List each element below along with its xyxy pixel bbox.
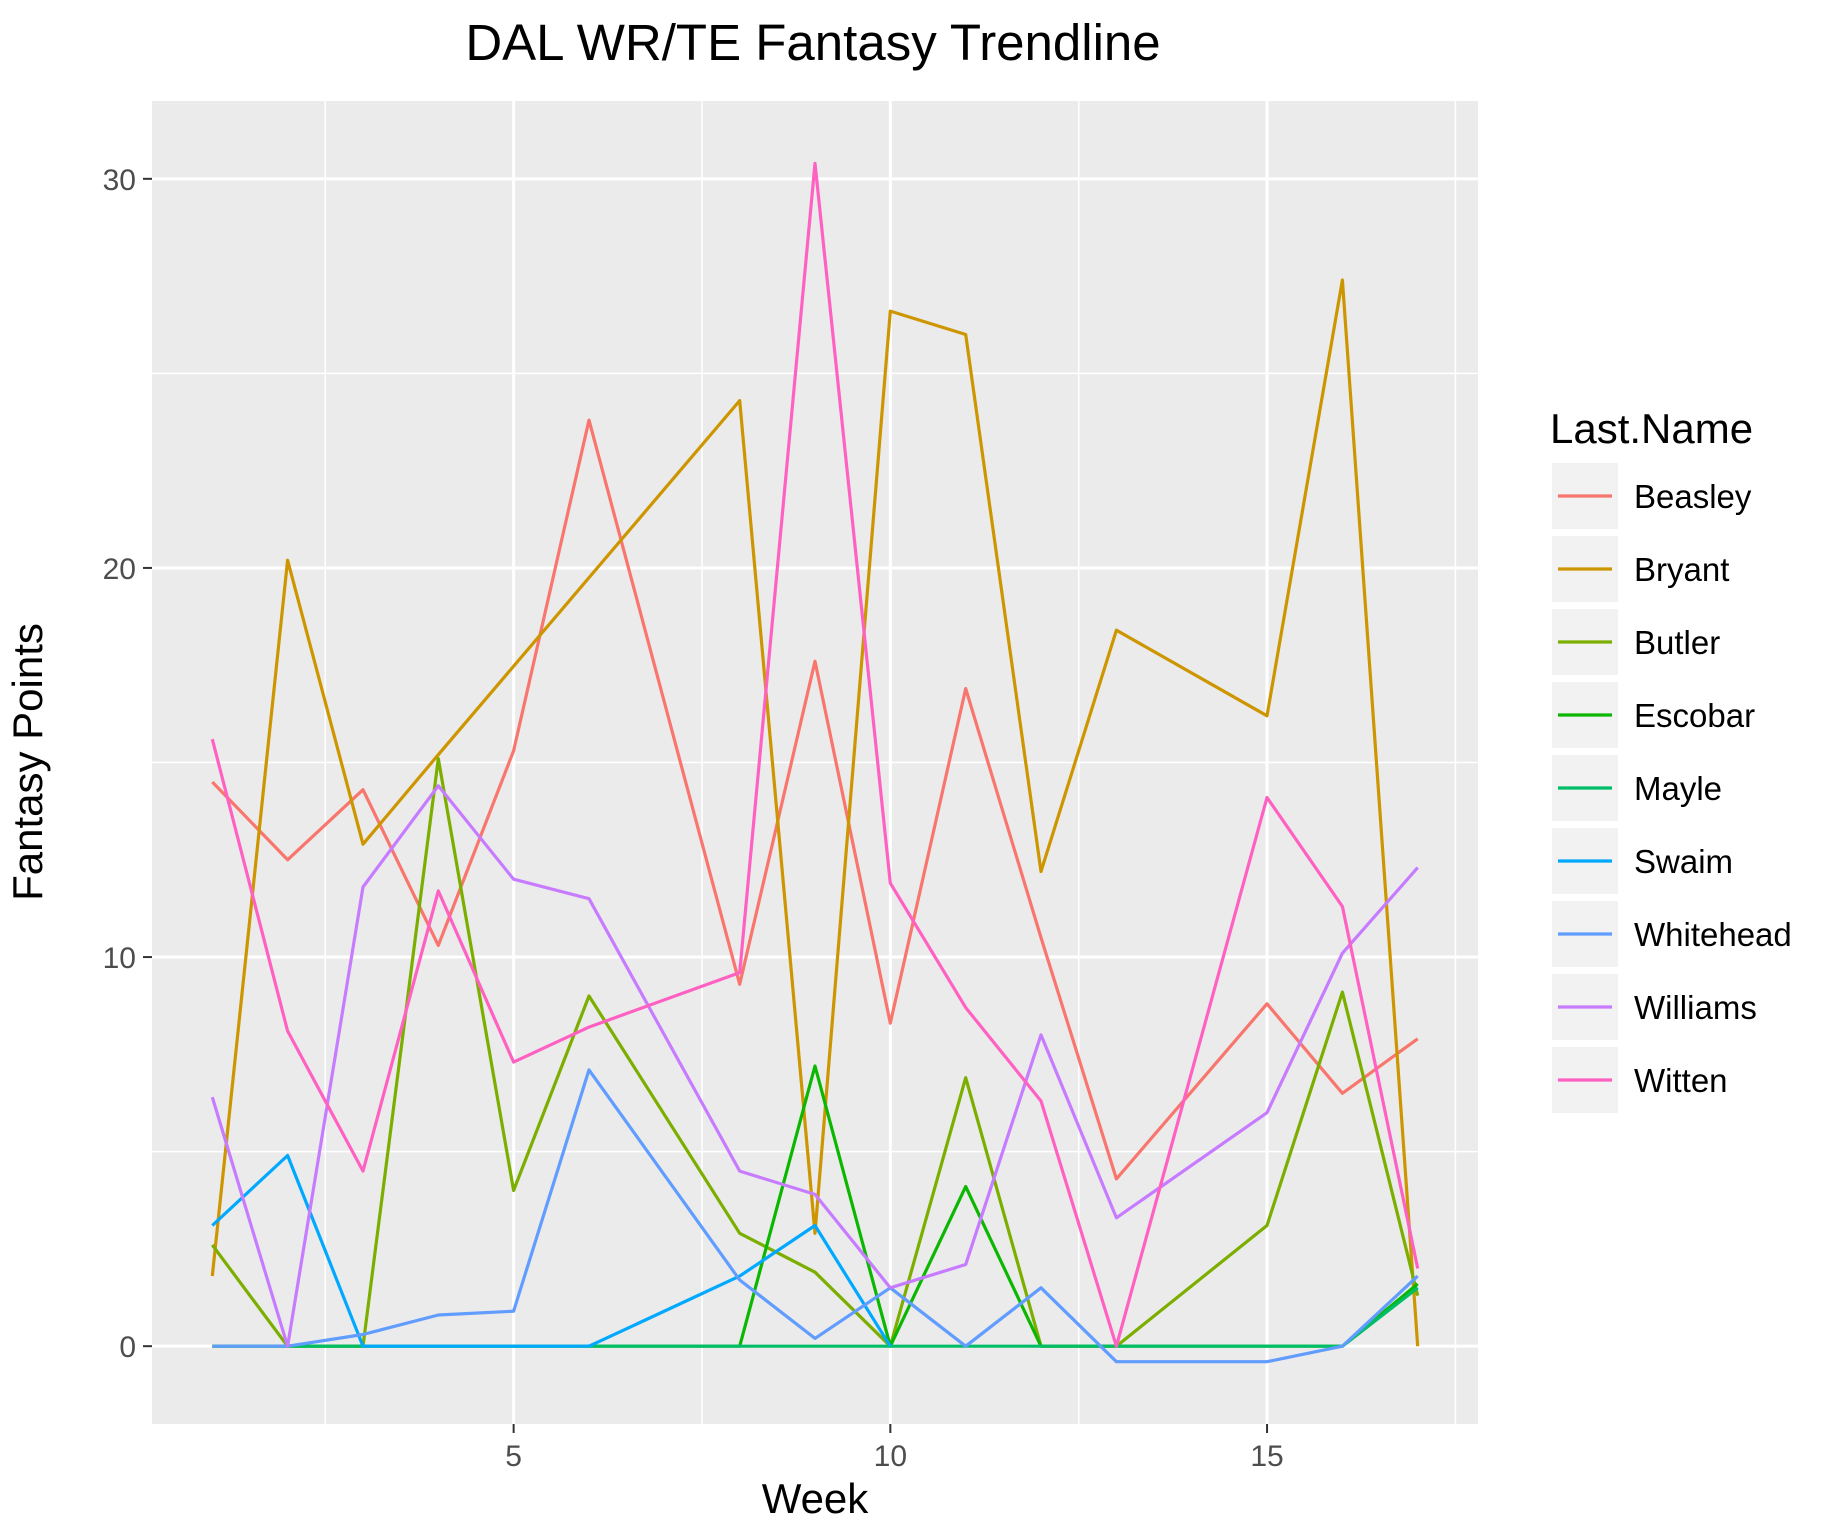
y-tick-label: 20: [103, 553, 136, 586]
legend-item-escobar: Escobar: [1552, 682, 1755, 748]
legend-item-bryant: Bryant: [1552, 536, 1729, 602]
series-line-butler: [211, 756, 1420, 1348]
series-line-whitehead: [212, 1068, 1419, 1364]
legend-label-witten: Witten: [1634, 1062, 1728, 1099]
legend-label-beasley: Beasley: [1634, 478, 1752, 515]
y-tick-label: 0: [119, 1331, 136, 1364]
legend-item-williams: Williams: [1552, 974, 1757, 1040]
series-line-swaim: [211, 1153, 892, 1348]
legend-item-whitehead: Whitehead: [1552, 901, 1792, 967]
legend-item-witten: Witten: [1552, 1047, 1728, 1113]
x-tick-label: 10: [874, 1440, 907, 1473]
x-tick-label: 5: [505, 1440, 522, 1473]
legend-label-mayle: Mayle: [1634, 770, 1722, 807]
legend-label-bryant: Bryant: [1634, 551, 1729, 588]
grid-minor: [152, 101, 1478, 1424]
legend-item-beasley: Beasley: [1552, 463, 1752, 529]
legend-items: Beasley Bryant Butler Escobar Mayle Swaim Whit…: [1552, 463, 1792, 1113]
y-tick-label: 10: [103, 942, 136, 975]
legend-label-swaim: Swaim: [1634, 843, 1733, 880]
series-line-witten: [210, 161, 1420, 1348]
series-lines: [210, 161, 1420, 1364]
x-axis-title: Week: [762, 1475, 870, 1522]
series-line-bryant: [210, 278, 1420, 1347]
legend-title: Last.Name: [1550, 405, 1753, 452]
y-tick-label: 30: [103, 164, 136, 197]
legend-label-butler: Butler: [1634, 624, 1720, 661]
legend-item-butler: Butler: [1552, 609, 1720, 675]
legend-item-swaim: Swaim: [1552, 828, 1733, 894]
chart-title: DAL WR/TE Fantasy Trendline: [465, 14, 1160, 71]
legend: Last.Name Beasley Bryant Butler Escobar Mayl…: [1550, 405, 1792, 1113]
legend-label-whitehead: Whitehead: [1634, 916, 1792, 953]
x-axis: 5 10 15: [505, 1424, 1284, 1473]
series-line-williams: [210, 784, 1419, 1348]
series-line-beasley: [211, 418, 1419, 1181]
y-axis: 0 10 20 30: [103, 164, 152, 1364]
y-axis-title: Fantasy Points: [4, 623, 51, 901]
legend-label-escobar: Escobar: [1634, 697, 1755, 734]
legend-label-williams: Williams: [1634, 989, 1757, 1026]
x-tick-label: 15: [1250, 1440, 1283, 1473]
legend-item-mayle: Mayle: [1552, 755, 1722, 821]
